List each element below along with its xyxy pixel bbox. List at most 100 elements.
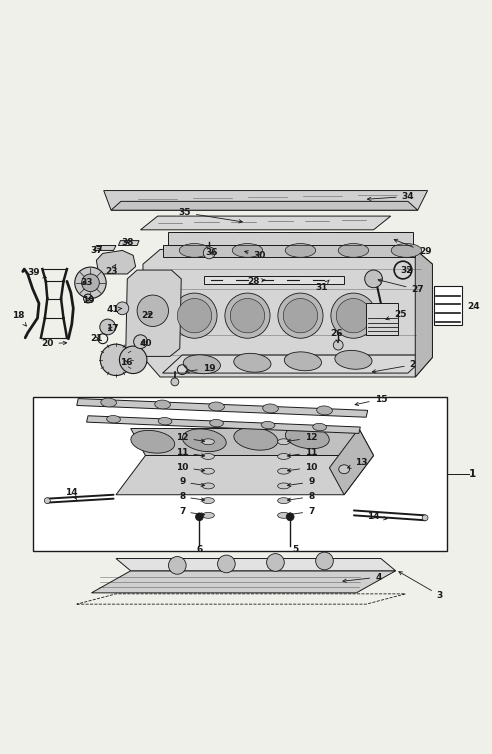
Polygon shape (330, 428, 373, 495)
Ellipse shape (284, 352, 321, 371)
Ellipse shape (202, 498, 215, 504)
Text: 8: 8 (287, 492, 314, 501)
Text: 39: 39 (28, 268, 46, 278)
Text: 29: 29 (394, 239, 431, 256)
Circle shape (195, 513, 203, 521)
Bar (368, 274, 380, 284)
Text: 19: 19 (186, 363, 215, 372)
Ellipse shape (391, 244, 422, 257)
Text: 33: 33 (80, 278, 93, 287)
Ellipse shape (202, 454, 215, 459)
Text: 34: 34 (368, 192, 414, 201)
Polygon shape (167, 232, 413, 244)
Ellipse shape (261, 421, 275, 429)
Polygon shape (126, 270, 181, 357)
Polygon shape (204, 277, 344, 284)
Polygon shape (162, 244, 415, 257)
Ellipse shape (285, 426, 329, 449)
Text: 28: 28 (247, 277, 265, 286)
Text: 35: 35 (179, 208, 243, 223)
Text: 22: 22 (142, 311, 154, 320)
Circle shape (44, 498, 50, 504)
Text: 4: 4 (343, 573, 382, 582)
Text: 36: 36 (205, 248, 218, 257)
Ellipse shape (202, 439, 215, 445)
Text: 11: 11 (287, 448, 317, 457)
Ellipse shape (155, 400, 170, 409)
Circle shape (225, 293, 270, 339)
Circle shape (336, 299, 370, 333)
Text: 26: 26 (331, 329, 343, 343)
Text: 14: 14 (65, 488, 78, 500)
Text: 37: 37 (90, 246, 103, 255)
Circle shape (100, 344, 132, 375)
Circle shape (134, 335, 148, 348)
Text: 31: 31 (316, 280, 329, 292)
Ellipse shape (277, 468, 290, 474)
Text: 17: 17 (106, 324, 119, 333)
Ellipse shape (202, 468, 215, 474)
Circle shape (137, 295, 168, 326)
Circle shape (422, 515, 428, 521)
Ellipse shape (234, 428, 277, 450)
Polygon shape (94, 246, 116, 250)
Text: 32: 32 (400, 265, 413, 274)
Text: 8: 8 (179, 492, 205, 501)
Text: 41: 41 (106, 305, 122, 314)
Circle shape (100, 319, 116, 335)
Ellipse shape (317, 406, 332, 415)
Circle shape (217, 555, 235, 573)
Ellipse shape (234, 354, 271, 372)
Text: 3: 3 (399, 572, 443, 600)
Text: 38: 38 (121, 238, 133, 247)
Circle shape (75, 267, 106, 299)
Text: 7: 7 (287, 507, 314, 516)
Text: 11: 11 (176, 448, 205, 457)
Ellipse shape (338, 244, 369, 257)
Text: 10: 10 (287, 463, 317, 472)
Text: 13: 13 (348, 458, 368, 468)
Text: 9: 9 (179, 477, 205, 486)
Text: 19: 19 (82, 296, 94, 305)
Ellipse shape (277, 439, 290, 445)
Text: 12: 12 (176, 434, 205, 443)
Polygon shape (92, 571, 396, 593)
Ellipse shape (277, 498, 290, 504)
Circle shape (267, 553, 284, 572)
Circle shape (316, 552, 333, 570)
Text: 16: 16 (120, 358, 132, 366)
Circle shape (116, 302, 129, 314)
Circle shape (331, 293, 376, 339)
Text: 15: 15 (355, 394, 387, 406)
Polygon shape (141, 216, 391, 230)
Circle shape (82, 274, 99, 292)
Text: 23: 23 (105, 264, 117, 276)
Circle shape (286, 513, 294, 521)
Polygon shape (119, 241, 139, 246)
Polygon shape (116, 559, 396, 571)
Polygon shape (87, 415, 360, 434)
Circle shape (203, 247, 215, 259)
Circle shape (177, 299, 212, 333)
Polygon shape (143, 250, 432, 377)
Text: 12: 12 (287, 434, 317, 443)
Ellipse shape (202, 513, 215, 518)
Circle shape (365, 270, 382, 288)
Ellipse shape (335, 351, 372, 369)
Ellipse shape (202, 483, 215, 489)
Text: 10: 10 (176, 463, 205, 472)
Text: 2: 2 (372, 360, 416, 373)
Ellipse shape (263, 404, 278, 413)
Text: 9: 9 (287, 477, 314, 486)
Text: 21: 21 (90, 334, 103, 343)
Circle shape (230, 299, 265, 333)
Text: 25: 25 (386, 310, 407, 320)
Text: 6: 6 (196, 544, 203, 553)
Circle shape (171, 378, 179, 386)
Ellipse shape (131, 431, 175, 453)
Circle shape (283, 299, 318, 333)
Ellipse shape (209, 402, 224, 411)
Circle shape (172, 293, 217, 339)
Polygon shape (111, 201, 418, 210)
Bar (366, 303, 398, 336)
